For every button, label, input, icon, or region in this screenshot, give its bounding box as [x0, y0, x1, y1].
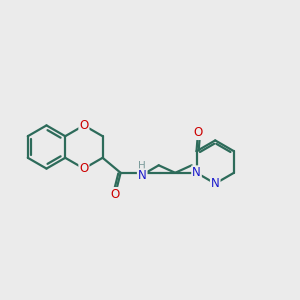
Text: O: O: [79, 119, 88, 132]
Text: O: O: [79, 162, 88, 175]
Text: H: H: [138, 161, 146, 171]
Text: O: O: [111, 188, 120, 201]
Text: N: N: [211, 177, 220, 190]
Text: N: N: [138, 169, 147, 182]
Text: N: N: [192, 166, 201, 179]
Text: O: O: [194, 126, 202, 139]
